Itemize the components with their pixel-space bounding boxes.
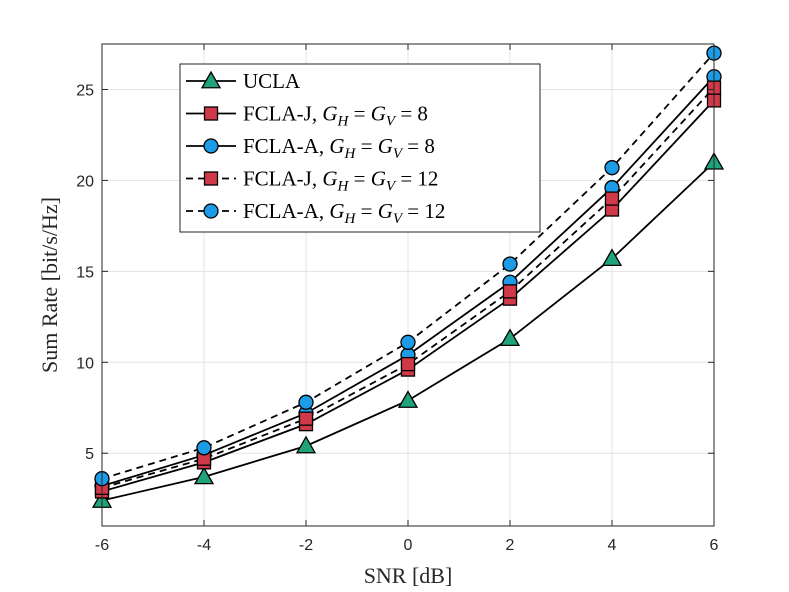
x-tick-label: -2 [299, 537, 313, 554]
data-point [397, 390, 419, 408]
x-tick-label: 4 [608, 537, 617, 554]
legend-marker [203, 203, 219, 219]
y-tick-label: 5 [85, 446, 94, 463]
legend: UCLA FCLA-J, GH = GV = 8 FCLA-A, GH = GV =… [179, 63, 541, 233]
data-point [193, 466, 215, 485]
tick-labels: -6 -4 -2 0 2 4 6 5 10 15 20 25 [76, 82, 718, 554]
x-axis-label: SNR [dB] [364, 563, 453, 588]
data-point [196, 440, 212, 456]
data-point [502, 284, 518, 299]
x-tick-label: -6 [95, 537, 109, 554]
y-axis-label: Sum Rate [bit/s/Hz] [37, 197, 62, 373]
data-point [298, 394, 314, 410]
data-point [400, 356, 416, 372]
legend-entry: FCLA-J, GH = GV = 8 [186, 102, 428, 130]
x-tick-label: 6 [710, 537, 719, 554]
data-point [604, 160, 620, 176]
legend-label: FCLA-A, GH = GV = 12 [243, 199, 445, 227]
series-4 [94, 45, 722, 487]
legend-entry: FCLA-A, GH = GV = 12 [186, 199, 445, 227]
data-point [502, 256, 518, 272]
y-tick-label: 25 [76, 82, 94, 99]
data-point [295, 435, 317, 454]
data-point [499, 328, 521, 347]
legend-marker [203, 138, 219, 154]
legend-entry: FCLA-A, GH = GV = 8 [186, 134, 435, 162]
legend-entry: FCLA-J, GH = GV = 12 [186, 167, 438, 195]
legend-marker [200, 70, 222, 89]
data-point [298, 411, 314, 426]
legend-label: UCLA [243, 69, 301, 93]
legend-entry: UCLA [186, 69, 301, 93]
data-point [604, 191, 620, 206]
legend-box [179, 63, 541, 233]
axes [101, 43, 715, 527]
data-point [400, 334, 416, 350]
y-tick-label: 20 [76, 173, 94, 190]
data-point [601, 248, 623, 267]
legend-label: FCLA-A, GH = GV = 8 [243, 134, 435, 162]
legend-label: FCLA-J, GH = GV = 12 [243, 167, 438, 195]
x-tick-label: 0 [404, 537, 413, 554]
legend-label: FCLA-J, GH = GV = 8 [243, 102, 428, 130]
legend-marker [203, 106, 219, 121]
x-tick-label: 2 [506, 537, 515, 554]
legend-marker [203, 171, 219, 186]
y-tick-label: 15 [76, 264, 94, 281]
x-tick-label: -4 [197, 537, 211, 554]
y-tick-label: 10 [76, 355, 94, 372]
